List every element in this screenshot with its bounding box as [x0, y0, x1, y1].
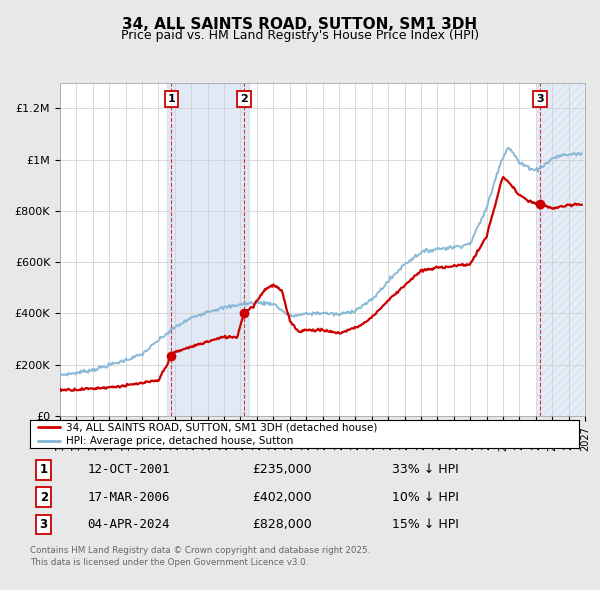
Text: £828,000: £828,000 [253, 518, 313, 531]
Text: £402,000: £402,000 [253, 490, 313, 504]
Bar [538, 83, 585, 416]
Text: 15% ↓ HPI: 15% ↓ HPI [392, 518, 459, 531]
Text: 04-APR-2024: 04-APR-2024 [88, 518, 170, 531]
Text: 12-OCT-2001: 12-OCT-2001 [88, 463, 170, 476]
Bar [167, 83, 248, 416]
Text: 3: 3 [40, 518, 48, 531]
Text: 34, ALL SAINTS ROAD, SUTTON, SM1 3DH (detached house): 34, ALL SAINTS ROAD, SUTTON, SM1 3DH (de… [65, 422, 377, 432]
Text: 33% ↓ HPI: 33% ↓ HPI [392, 463, 458, 476]
Text: Contains HM Land Registry data © Crown copyright and database right 2025.
This d: Contains HM Land Registry data © Crown c… [30, 546, 370, 566]
Text: 2: 2 [240, 94, 248, 104]
Text: 3: 3 [536, 94, 544, 104]
Text: 2: 2 [40, 490, 48, 504]
Text: 1: 1 [167, 94, 175, 104]
Text: 34, ALL SAINTS ROAD, SUTTON, SM1 3DH: 34, ALL SAINTS ROAD, SUTTON, SM1 3DH [122, 17, 478, 31]
Text: 10% ↓ HPI: 10% ↓ HPI [392, 490, 459, 504]
Text: HPI: Average price, detached house, Sutton: HPI: Average price, detached house, Sutt… [65, 437, 293, 446]
Text: £235,000: £235,000 [253, 463, 313, 476]
Text: 1: 1 [40, 463, 48, 476]
Text: 17-MAR-2006: 17-MAR-2006 [88, 490, 170, 504]
Text: Price paid vs. HM Land Registry's House Price Index (HPI): Price paid vs. HM Land Registry's House … [121, 30, 479, 42]
